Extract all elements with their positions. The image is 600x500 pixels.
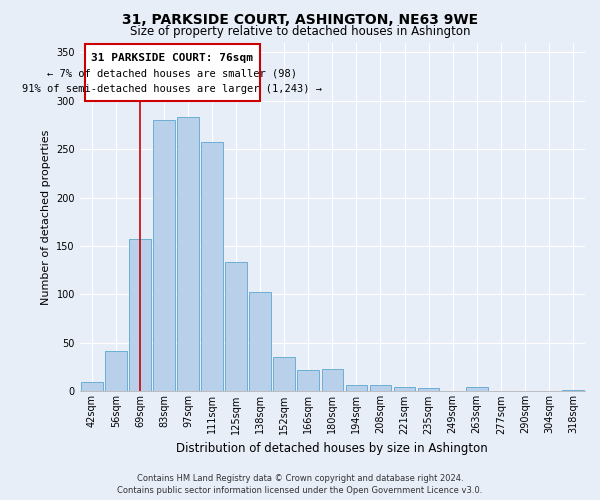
Text: 31 PARKSIDE COURT: 76sqm: 31 PARKSIDE COURT: 76sqm (91, 53, 253, 63)
X-axis label: Distribution of detached houses by size in Ashington: Distribution of detached houses by size … (176, 442, 488, 455)
Bar (370, 384, 391, 392)
Bar (129, 239, 151, 392)
Text: 31, PARKSIDE COURT, ASHINGTON, NE63 9WE: 31, PARKSIDE COURT, ASHINGTON, NE63 9WE (122, 12, 478, 26)
Bar (466, 386, 488, 392)
Text: Size of property relative to detached houses in Ashington: Size of property relative to detached ho… (130, 25, 470, 38)
Bar (81, 382, 103, 392)
Bar (226, 262, 247, 392)
Y-axis label: Number of detached properties: Number of detached properties (41, 130, 51, 304)
Text: Contains HM Land Registry data © Crown copyright and database right 2024.
Contai: Contains HM Land Registry data © Crown c… (118, 474, 482, 495)
Bar (274, 358, 295, 392)
Bar (201, 142, 223, 392)
Bar (153, 120, 175, 392)
Bar (177, 117, 199, 392)
Bar (322, 369, 343, 392)
Bar (394, 386, 415, 392)
Text: 91% of semi-detached houses are larger (1,243) →: 91% of semi-detached houses are larger (… (22, 84, 322, 94)
Bar (418, 388, 439, 392)
Bar (105, 350, 127, 392)
FancyBboxPatch shape (85, 44, 260, 100)
Bar (562, 390, 584, 392)
Bar (250, 292, 271, 392)
Text: ← 7% of detached houses are smaller (98): ← 7% of detached houses are smaller (98) (47, 68, 298, 78)
Bar (298, 370, 319, 392)
Bar (346, 384, 367, 392)
